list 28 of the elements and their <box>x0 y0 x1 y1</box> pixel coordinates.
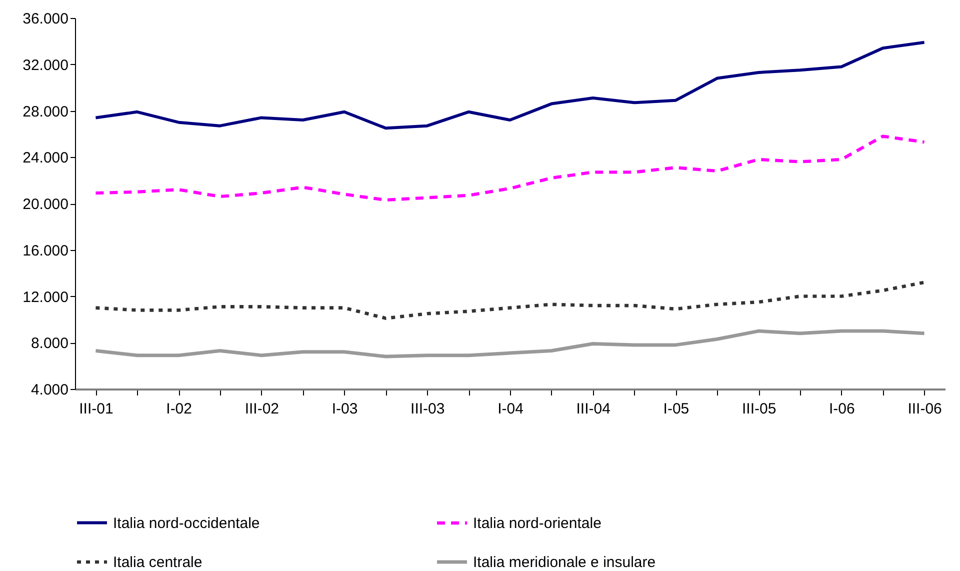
y-tick-label: 20.000 <box>22 196 68 213</box>
x-tick-label: III-04 <box>576 400 610 418</box>
x-tick-label: I-03 <box>332 400 358 418</box>
x-tick-label: I-04 <box>498 400 524 418</box>
y-tick-label: 28.000 <box>22 103 68 120</box>
y-tick-label: 12.000 <box>22 288 68 306</box>
y-tick-label: 32.000 <box>22 56 68 74</box>
legend-label: Italia meridionale e insulare <box>473 554 656 571</box>
legend-label: Italia centrale <box>113 554 202 571</box>
x-tick-label: III-05 <box>742 400 776 418</box>
x-tick-label: III-01 <box>79 400 114 418</box>
y-tick-label: 8.000 <box>30 335 68 352</box>
line-series <box>94 280 926 320</box>
x-tick-label: I-06 <box>829 400 855 418</box>
x-tick-label: III-02 <box>244 400 280 418</box>
legend-label: Italia nord-orientale <box>473 515 602 532</box>
line-series <box>94 329 926 358</box>
legend-label: Italia nord-occidentale <box>113 514 260 532</box>
x-tick-label: I-05 <box>663 400 690 418</box>
line-series <box>94 134 926 202</box>
y-tick-label: 36.000 <box>22 10 68 28</box>
line-series <box>94 40 926 130</box>
y-tick-label: 24.000 <box>22 150 68 167</box>
x-tick-label: III-06 <box>908 400 942 418</box>
y-tick-label: 4.000 <box>30 382 68 398</box>
x-tick-label: I-02 <box>166 400 192 418</box>
x-tick-label: III-03 <box>410 400 445 418</box>
y-tick-label: 16.000 <box>22 242 68 260</box>
